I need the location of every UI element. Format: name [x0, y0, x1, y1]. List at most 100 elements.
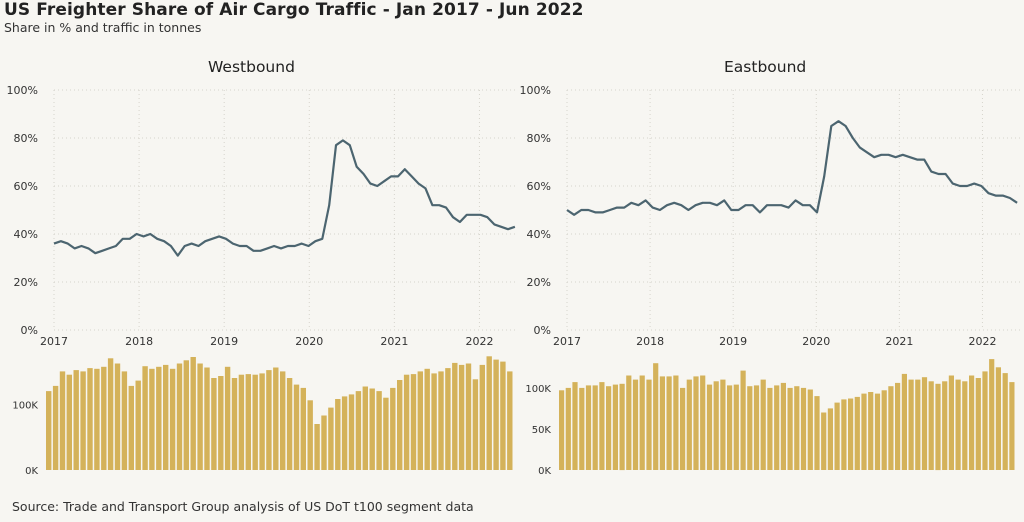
eastbound-traffic-bar: [874, 393, 881, 470]
westbound-traffic-bar: [293, 384, 300, 470]
westbound-panel-title: Westbound: [208, 58, 295, 76]
westbound-traffic-bar: [190, 357, 196, 470]
eastbound-traffic-bar: [760, 379, 766, 470]
eastbound-share-ytick-label: 80%: [527, 132, 551, 145]
eastbound-traffic-bar: [579, 387, 585, 470]
eastbound-share-ytick-label: 100%: [520, 84, 551, 97]
westbound-traffic-bar: [101, 366, 107, 470]
eastbound-traffic-bar: [686, 379, 692, 470]
westbound-traffic-bar: [397, 380, 403, 470]
eastbound-traffic-bar: [565, 387, 571, 470]
eastbound-traffic-bar: [747, 386, 753, 470]
eastbound-traffic-bar: [834, 402, 840, 470]
eastbound-traffic-bar: [921, 377, 928, 470]
eastbound-traffic-bar: [915, 379, 921, 470]
westbound-traffic-bar: [73, 370, 79, 470]
westbound-share-ytick-label: 80%: [14, 132, 38, 145]
eastbound-share-line: [566, 120, 1018, 216]
westbound-traffic-bar: [52, 385, 59, 470]
eastbound-traffic-bar: [1002, 373, 1008, 470]
westbound-traffic-bar: [424, 368, 430, 470]
westbound-traffic-bar: [465, 363, 472, 470]
westbound-traffic-bar: [252, 374, 258, 470]
westbound-share-line: [53, 139, 516, 257]
westbound-traffic-bar: [66, 374, 72, 470]
westbound-share-ytick-label: 60%: [14, 180, 38, 193]
westbound-share-ytick-label: 100%: [7, 84, 38, 97]
westbound-traffic-bar: [183, 360, 189, 470]
westbound-traffic-bar: [348, 394, 355, 470]
eastbound-share-ytick-label: 0%: [534, 324, 551, 337]
eastbound-share-ytick-label: 40%: [527, 228, 551, 241]
eastbound-traffic-bar: [653, 363, 659, 470]
westbound-traffic-bar: [280, 371, 286, 470]
eastbound-traffic-bar: [585, 385, 592, 470]
eastbound-traffic-bar: [942, 381, 948, 470]
eastbound-traffic-bar: [780, 382, 786, 470]
westbound-traffic-bar: [472, 379, 479, 470]
eastbound-traffic-bar: [740, 370, 746, 470]
eastbound-traffic-bar: [935, 383, 941, 471]
westbound-traffic-bar: [300, 387, 306, 470]
eastbound-traffic-bar: [592, 385, 598, 470]
westbound-share-ytick-label: 20%: [14, 276, 38, 289]
eastbound-traffic-bar: [982, 371, 988, 470]
eastbound-traffic-bar: [955, 379, 961, 470]
eastbound-traffic-bar: [888, 386, 894, 470]
westbound-traffic-bar: [135, 380, 141, 470]
eastbound-traffic-bar: [854, 396, 860, 470]
westbound-traffic-bar: [224, 366, 231, 470]
westbound-traffic-bar: [500, 361, 506, 470]
eastbound-xtick-label: 2017: [553, 335, 581, 348]
eastbound-traffic-bar: [821, 412, 827, 470]
westbound-traffic-bar: [80, 371, 86, 470]
westbound-traffic-bar: [149, 368, 155, 470]
eastbound-traffic-bar: [948, 375, 954, 470]
westbound-traffic-bar: [445, 368, 451, 470]
eastbound-traffic-bar: [901, 373, 907, 470]
eastbound-traffic-bar: [767, 387, 773, 470]
westbound-traffic-bar: [321, 415, 327, 470]
eastbound-traffic-bar: [733, 384, 739, 470]
eastbound-traffic-bar: [626, 375, 632, 470]
westbound-traffic-bar: [452, 362, 458, 470]
eastbound-traffic-bar: [632, 379, 639, 470]
westbound-traffic-bar: [479, 364, 485, 470]
westbound-traffic-bar: [128, 385, 134, 470]
westbound-traffic-bar: [403, 374, 410, 470]
eastbound-traffic-bar: [646, 379, 652, 470]
eastbound-traffic-bar: [599, 382, 605, 470]
westbound-share-ytick-label: 40%: [14, 228, 38, 241]
westbound-traffic-bar: [142, 366, 148, 470]
westbound-traffic-bar: [383, 397, 389, 470]
eastbound-traffic-bar: [572, 382, 578, 470]
eastbound-xtick-label: 2022: [968, 335, 996, 348]
westbound-traffic-bar: [417, 371, 423, 470]
eastbound-traffic-bar: [1009, 382, 1015, 470]
westbound-traffic-bar: [46, 391, 52, 470]
eastbound-traffic-bar: [995, 367, 1001, 470]
eastbound-traffic-bar: [861, 393, 867, 470]
eastbound-traffic-bar: [989, 359, 995, 470]
westbound-traffic-bar: [238, 374, 245, 470]
eastbound-traffic-bar: [962, 381, 968, 470]
westbound-traffic-bar: [59, 371, 66, 470]
eastbound-traffic-ytick-label: 100K: [525, 384, 551, 395]
westbound-traffic-bar: [107, 358, 114, 470]
eastbound-traffic-bar: [868, 392, 874, 470]
westbound-traffic-bar: [245, 374, 251, 470]
westbound-traffic-bar: [163, 364, 169, 470]
westbound-traffic-bar: [390, 387, 396, 470]
eastbound-traffic-bar: [673, 375, 679, 470]
westbound-traffic-bar: [176, 363, 183, 470]
westbound-traffic-bar: [438, 371, 444, 470]
westbound-traffic-bar: [286, 378, 293, 470]
eastbound-traffic-bar: [787, 387, 793, 470]
source-note: Source: Trade and Transport Group analys…: [12, 499, 474, 514]
eastbound-traffic-bar: [969, 375, 975, 470]
westbound-traffic-bar: [341, 396, 348, 470]
eastbound-traffic-bar: [814, 396, 820, 470]
westbound-traffic-bar: [335, 399, 341, 470]
westbound-xtick-label: 2018: [125, 335, 153, 348]
